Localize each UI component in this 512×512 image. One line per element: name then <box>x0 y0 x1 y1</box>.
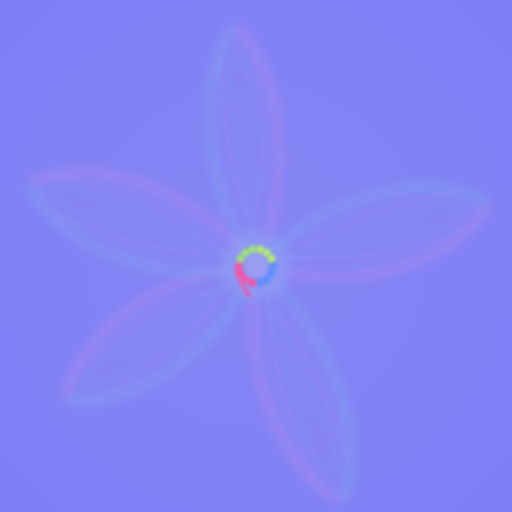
petal-edge-dark <box>260 271 355 502</box>
petal-edge-dark <box>26 184 247 276</box>
petal-vein <box>77 282 232 369</box>
petal-vein <box>265 293 324 478</box>
petal-vein <box>99 282 233 400</box>
petal-vein <box>284 219 465 260</box>
petal-vein <box>284 229 467 260</box>
petal-vein <box>245 53 256 237</box>
stamen-bump <box>262 275 271 284</box>
petal-vein <box>236 54 255 237</box>
petal-edge-light <box>248 276 342 505</box>
petal-vein <box>265 294 315 481</box>
center-disc <box>245 255 267 277</box>
petal-vein <box>93 282 233 392</box>
flower-center <box>222 232 290 300</box>
petal-edge-dark <box>205 25 254 259</box>
stamen-bump <box>248 278 257 287</box>
petal-edge-dark <box>261 184 489 262</box>
petal-vein <box>62 173 229 257</box>
petal-vein <box>59 183 229 257</box>
petal-vein <box>265 293 333 475</box>
stamen-bump <box>236 254 245 263</box>
stamen-bump <box>268 261 278 271</box>
petal-vein <box>265 293 342 471</box>
petal-vein <box>284 200 459 260</box>
stamen-bump <box>248 245 257 254</box>
petal-edge-light <box>265 203 492 281</box>
stamen-bump <box>267 254 276 263</box>
petal-edge-light <box>234 24 284 258</box>
petal-2 <box>256 183 498 281</box>
petal-vein <box>284 190 457 260</box>
petal-vein <box>284 210 462 260</box>
petal-1 <box>205 16 284 266</box>
petal-vein <box>82 282 232 377</box>
stamen-bump <box>262 248 271 257</box>
petal-vein <box>252 52 263 237</box>
stamen-bump <box>241 248 250 257</box>
petal-vein <box>49 211 228 257</box>
petal-vein <box>218 55 255 237</box>
petal-vein <box>227 55 255 237</box>
stamen-bump <box>255 278 264 287</box>
stamen-bump <box>255 245 264 254</box>
petal-body <box>249 266 355 511</box>
petal-vein <box>55 192 229 257</box>
stamen-bump <box>267 269 276 278</box>
petal-edge-light <box>29 169 251 261</box>
petal-body <box>256 183 498 281</box>
center-streak <box>234 267 252 298</box>
petal-5 <box>21 168 256 276</box>
petal-vein <box>265 293 351 468</box>
petal-3 <box>248 266 355 511</box>
petals <box>21 16 498 511</box>
petal-vein <box>88 282 232 384</box>
petal-vein <box>52 201 229 257</box>
stamen-bump <box>241 275 250 284</box>
petal-edge-dark <box>68 273 254 404</box>
